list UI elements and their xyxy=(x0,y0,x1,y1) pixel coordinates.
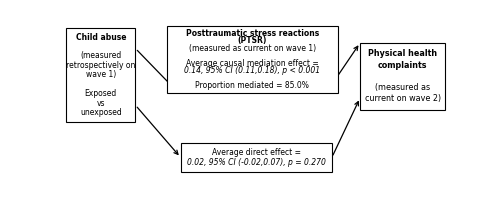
Text: Child abuse: Child abuse xyxy=(76,32,126,42)
Text: Proportion mediated = 85.0%: Proportion mediated = 85.0% xyxy=(196,81,310,90)
Text: complaints: complaints xyxy=(378,61,428,70)
Text: (measured as current on wave 1): (measured as current on wave 1) xyxy=(189,44,316,53)
Text: retrospectively on: retrospectively on xyxy=(66,61,136,70)
FancyBboxPatch shape xyxy=(360,43,446,110)
Text: Posttraumatic stress reactions: Posttraumatic stress reactions xyxy=(186,29,319,38)
FancyBboxPatch shape xyxy=(66,28,136,122)
Text: wave 1): wave 1) xyxy=(86,70,116,79)
Text: Average direct effect =: Average direct effect = xyxy=(212,148,301,157)
Text: current on wave 2): current on wave 2) xyxy=(364,94,441,103)
Text: (PTSR): (PTSR) xyxy=(238,36,267,46)
Text: Exposed: Exposed xyxy=(84,89,117,98)
Text: (measured as: (measured as xyxy=(375,83,430,92)
FancyBboxPatch shape xyxy=(180,143,332,172)
Text: 0.14, 95% CI (0.11,0.18), p < 0.001: 0.14, 95% CI (0.11,0.18), p < 0.001 xyxy=(184,66,320,75)
Text: (measured: (measured xyxy=(80,51,122,60)
Text: vs: vs xyxy=(96,99,105,108)
Text: 0.02, 95% CI (-0.02,0.07), p = 0.270: 0.02, 95% CI (-0.02,0.07), p = 0.270 xyxy=(187,158,326,167)
Text: Average causal mediation effect =: Average causal mediation effect = xyxy=(186,59,319,68)
Text: Physical health: Physical health xyxy=(368,50,438,58)
Text: unexposed: unexposed xyxy=(80,108,122,117)
FancyBboxPatch shape xyxy=(167,26,338,93)
